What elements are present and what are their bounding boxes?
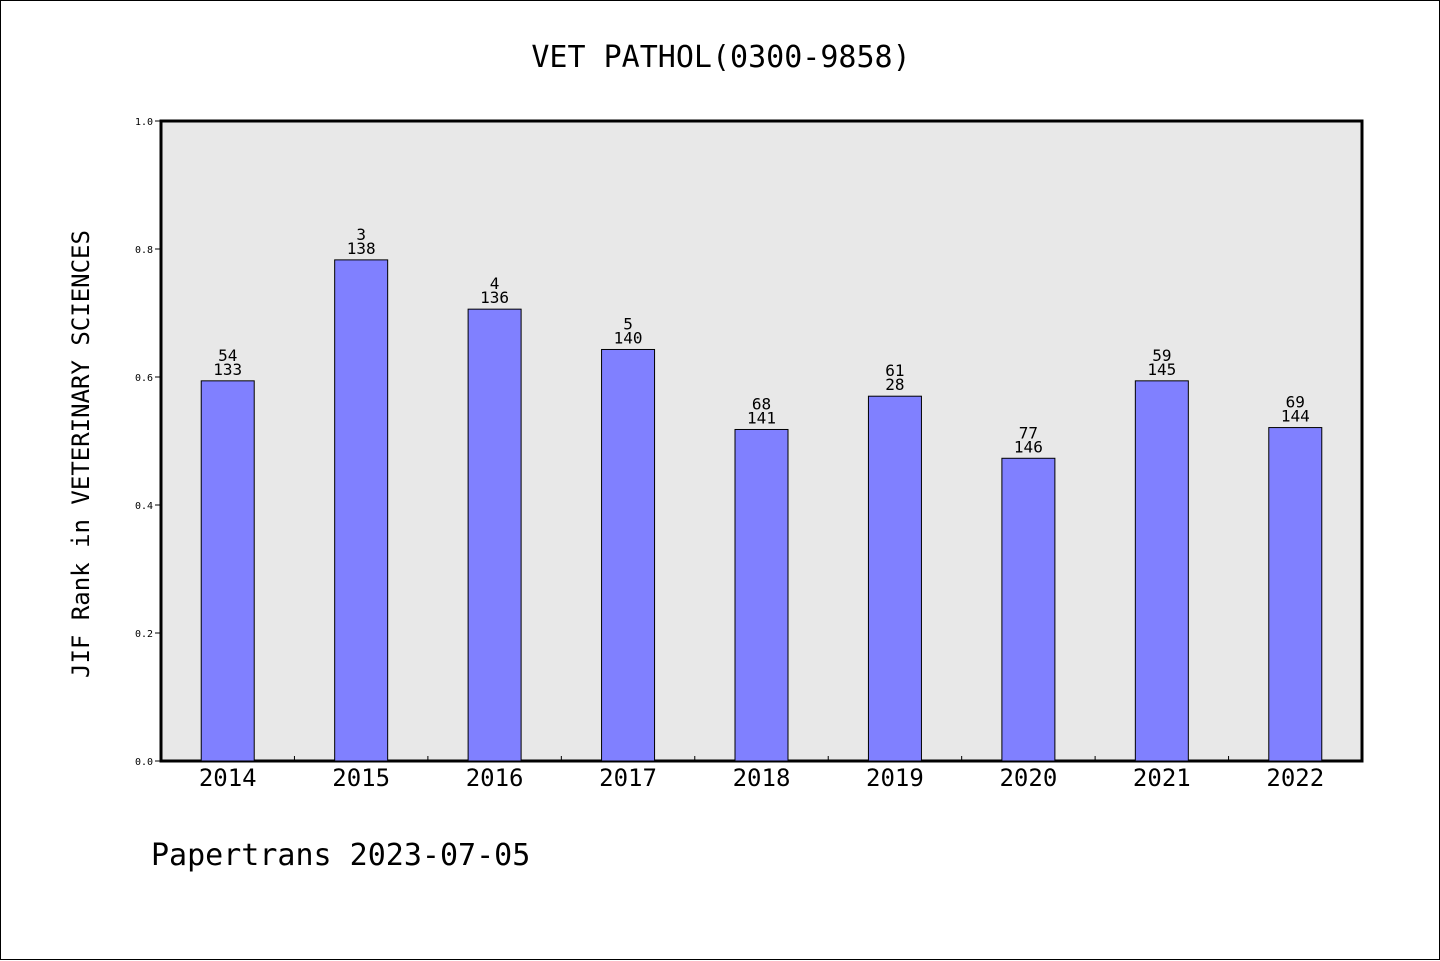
x-tick-label: 2022 [1266, 764, 1324, 792]
x-tick-label: 2015 [332, 764, 390, 792]
x-tick-label: 2019 [866, 764, 924, 792]
bar-total-label: 133 [213, 360, 242, 379]
x-tick-label: 2017 [599, 764, 657, 792]
bar-rank-label: 3 [356, 225, 366, 244]
bar-rank-label: 4 [490, 274, 500, 293]
bar-2016 [467, 308, 522, 762]
bar-total-label: 146 [1014, 437, 1043, 456]
bar-rank-label: 68 [752, 394, 771, 413]
bar-total-label: 140 [614, 328, 643, 347]
bar-total-label: 144 [1281, 407, 1310, 426]
y-tick-label: 0.4 [135, 501, 153, 512]
bar-2020 [1001, 457, 1056, 762]
bar-2018 [734, 428, 789, 762]
bar-2019 [867, 395, 922, 762]
bar-rank-label: 61 [885, 361, 904, 380]
x-axis: 2014 2015 2016 2017 2018 2019 2020 2021 2022 [199, 756, 1324, 792]
x-tick-label: 2020 [999, 764, 1057, 792]
bar-total-label: 141 [747, 408, 776, 427]
bar-rank-label: 54 [218, 346, 237, 365]
footer-watermark: Papertrans 2023-07-05 [151, 838, 530, 873]
bar-2014 [200, 380, 255, 762]
y-tick-label: 0.0 [135, 757, 153, 768]
y-axis: 0.0 0.2 0.4 0.6 0.8 1.0 [135, 117, 161, 768]
chart-title: VET PATHOL(0300-9858) [531, 40, 910, 75]
bar-rank-label: 5 [623, 314, 633, 333]
bar-total-label: 28 [885, 375, 904, 394]
y-tick-label: 0.6 [135, 373, 153, 384]
x-tick-label: 2018 [733, 764, 791, 792]
bar-total-label: 136 [480, 288, 509, 307]
bar-2015 [334, 259, 389, 762]
bar-total-label: 138 [347, 239, 376, 258]
y-tick-label: 0.2 [135, 629, 153, 640]
x-tick-label: 2021 [1133, 764, 1191, 792]
bar-rank-label: 59 [1152, 346, 1171, 365]
bar-rank-label: 69 [1286, 393, 1305, 412]
bar-2021 [1134, 380, 1189, 762]
y-axis-label: JIF Rank in VETERINARY SCIENCES [67, 230, 95, 678]
y-tick-label: 0.8 [135, 245, 153, 256]
bar-2017 [601, 348, 656, 762]
x-tick-label: 2016 [466, 764, 524, 792]
bar-rank-label: 77 [1019, 423, 1038, 442]
x-tick-label: 2014 [199, 764, 257, 792]
bar-2022 [1268, 427, 1323, 762]
bar-total-label: 145 [1147, 360, 1176, 379]
y-tick-label: 1.0 [135, 117, 153, 128]
